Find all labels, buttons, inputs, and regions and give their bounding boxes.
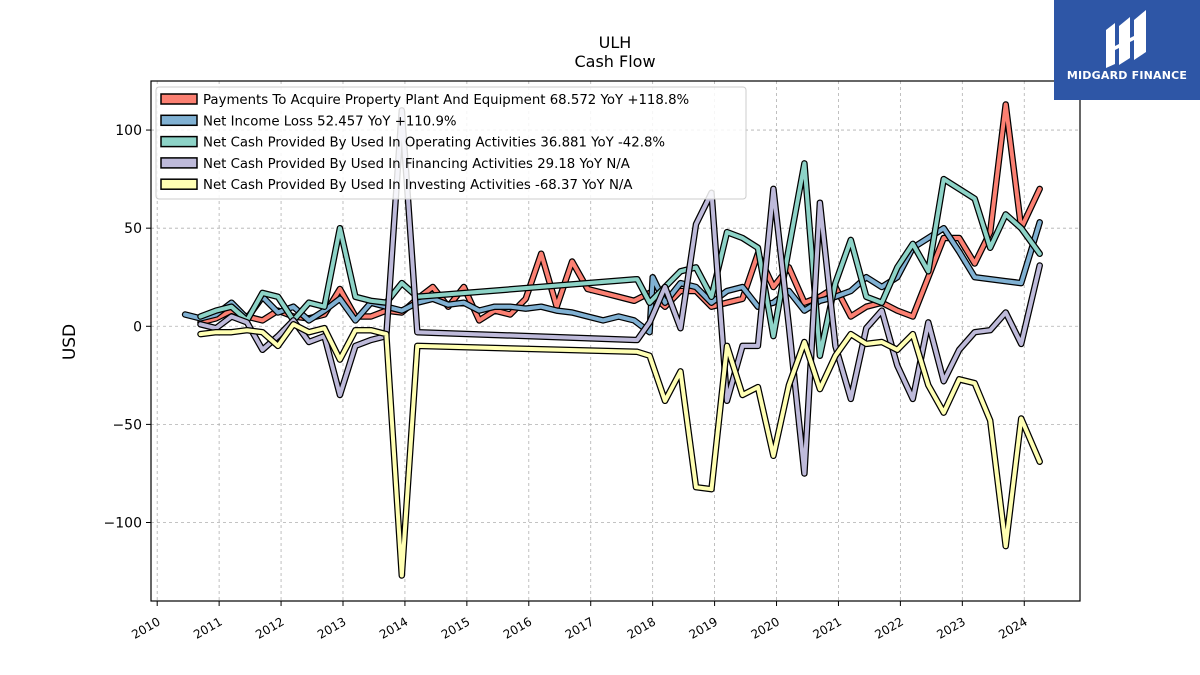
x-tick-label: 2016	[501, 614, 534, 641]
x-tick-label: 2020	[749, 614, 782, 641]
legend-entry-label: Net Cash Provided By Used In Financing A…	[203, 157, 630, 172]
legend-entry-label: Net Income Loss 52.457 YoY +110.9%	[203, 114, 457, 129]
x-tick-label: 2012	[253, 614, 286, 641]
x-tick-label: 2018	[625, 614, 658, 641]
x-tick-label: 2022	[872, 614, 905, 641]
x-tick-label: 2021	[811, 614, 844, 641]
legend-entry-label: Payments To Acquire Property Plant And E…	[203, 93, 689, 108]
brand-name: MIDGARD FINANCE	[1066, 69, 1188, 82]
series-line-1	[198, 102, 1042, 325]
x-tick-label: 2014	[377, 614, 410, 641]
x-tick-label: 2013	[315, 614, 348, 641]
x-tick-label: 2023	[934, 614, 967, 641]
x-tick-label: 2024	[996, 614, 1029, 641]
series-line-4	[198, 108, 1042, 476]
brand-mark-icon	[1106, 10, 1146, 68]
brand-logo: MIDGARD FINANCE	[1054, 0, 1200, 100]
series-lines	[181, 101, 1043, 579]
legend-swatch	[160, 114, 198, 127]
legend: Payments To Acquire Property Plant And E…	[155, 86, 747, 200]
axis-ticks: 2010 2011 2012 2013 2014 2015 2016 2017 2018 2019…	[104, 123, 1030, 642]
y-tick-label: 0	[133, 319, 142, 335]
x-tick-label: 2010	[129, 614, 162, 641]
series-line-5	[198, 322, 1042, 578]
y-axis-label: USD	[60, 324, 80, 360]
legend-swatch	[160, 135, 198, 148]
y-tick-label: −50	[112, 417, 142, 433]
legend-box	[155, 86, 747, 200]
x-tick-label: 2019	[687, 614, 720, 641]
x-tick-label: 2015	[439, 614, 472, 641]
legend-entry-label: Net Cash Provided By Used In Investing A…	[203, 178, 633, 193]
legend-swatch	[160, 178, 198, 190]
plot-frame	[150, 80, 1081, 602]
chart-subtitle: Cash Flow	[574, 52, 655, 71]
legend-swatch	[160, 93, 198, 105]
x-tick-label: 2011	[191, 614, 224, 641]
legend-swatch	[160, 157, 198, 169]
y-tick-label: 50	[124, 221, 142, 237]
x-tick-label: 2017	[563, 614, 596, 641]
y-tick-label: 100	[115, 123, 142, 139]
y-tick-label: −100	[104, 516, 142, 532]
legend-entry-label: Net Cash Provided By Used In Operating A…	[203, 136, 665, 151]
chart-title: ULH	[599, 33, 632, 52]
series-line-outline	[197, 321, 1043, 579]
